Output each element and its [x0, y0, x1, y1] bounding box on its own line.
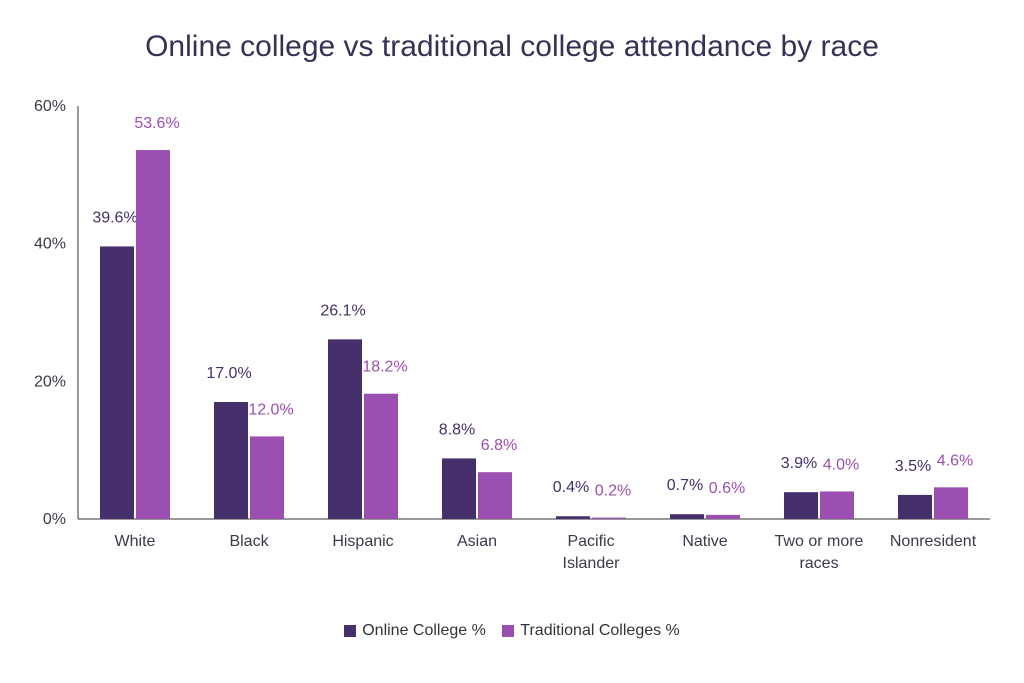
data-label-traditional: 53.6% — [134, 115, 179, 132]
legend: Online College % Traditional Colleges % — [0, 622, 1024, 642]
x-tick-label-line: White — [115, 533, 156, 550]
y-tick-label: 60% — [34, 98, 66, 115]
bar-online — [670, 514, 704, 519]
bar-chart: 0% 20% 40% 60% 39.6% 53.6% White 17.0% 12.0% Blac… — [34, 98, 990, 572]
data-label-online: 17.0% — [206, 365, 251, 382]
data-label-traditional: 12.0% — [248, 401, 293, 418]
bar-online — [556, 516, 590, 519]
x-tick-label: Black — [229, 533, 269, 550]
data-label-traditional: 4.0% — [823, 456, 859, 473]
x-tick-label-line: Islander — [563, 555, 621, 572]
data-label-online: 0.4% — [553, 479, 589, 496]
data-label-online: 3.9% — [781, 455, 817, 472]
data-label-traditional: 6.8% — [481, 437, 517, 454]
data-label-traditional: 0.6% — [709, 480, 745, 497]
x-tick-label-line: Black — [229, 533, 269, 550]
bar-traditional — [136, 150, 170, 519]
x-tick-label: White — [115, 533, 156, 550]
legend-label-traditional: Traditional Colleges % — [520, 622, 680, 639]
y-tick-label: 0% — [43, 511, 66, 528]
bar-traditional — [820, 491, 854, 519]
data-label-online: 26.1% — [320, 302, 365, 319]
x-tick-label: Two or more races — [775, 533, 864, 572]
data-label-online: 3.5% — [895, 458, 931, 475]
x-tick-label: Native — [682, 533, 727, 550]
bar-traditional — [364, 393, 398, 519]
legend-swatch-traditional — [502, 625, 515, 637]
chart-title: Online college vs traditional college at… — [145, 30, 879, 63]
x-tick-label: Hispanic — [332, 533, 393, 550]
x-tick-label-line: Nonresident — [890, 533, 977, 550]
bar-traditional — [706, 514, 740, 519]
bar-online — [100, 246, 134, 520]
x-tick-label-line: Asian — [457, 533, 497, 550]
bar-traditional — [250, 436, 284, 519]
x-tick-label-line: Native — [682, 533, 727, 550]
bar-online — [328, 339, 362, 519]
data-label-online: 39.6% — [92, 209, 137, 226]
x-tick-label-line: races — [799, 555, 838, 572]
x-tick-label: Asian — [457, 533, 497, 550]
data-label-traditional: 18.2% — [362, 359, 407, 376]
bar-online — [442, 458, 476, 519]
legend-swatch-online — [344, 625, 357, 637]
legend-label-online: Online College % — [362, 622, 486, 639]
x-tick-label-line: Two or more — [775, 533, 864, 550]
y-tick-label: 20% — [34, 373, 66, 390]
legend-item-traditional: Traditional Colleges % — [502, 622, 680, 640]
x-tick-label-line: Pacific — [567, 533, 614, 550]
data-label-online: 8.8% — [439, 421, 475, 438]
bar-traditional — [592, 517, 626, 519]
legend-item-online: Online College % — [344, 622, 486, 640]
x-tick-label-line: Hispanic — [332, 533, 393, 550]
bar-online — [898, 494, 932, 519]
data-label-online: 0.7% — [667, 477, 703, 494]
bar-online — [784, 492, 818, 519]
bar-traditional — [478, 472, 512, 519]
bar-online — [214, 401, 248, 519]
bar-traditional — [934, 487, 968, 519]
x-tick-label: Pacific Islander — [563, 533, 621, 572]
y-tick-label: 40% — [34, 236, 66, 253]
data-label-traditional: 0.2% — [595, 483, 631, 500]
x-tick-label: Nonresident — [890, 533, 977, 550]
data-label-traditional: 4.6% — [937, 452, 973, 469]
